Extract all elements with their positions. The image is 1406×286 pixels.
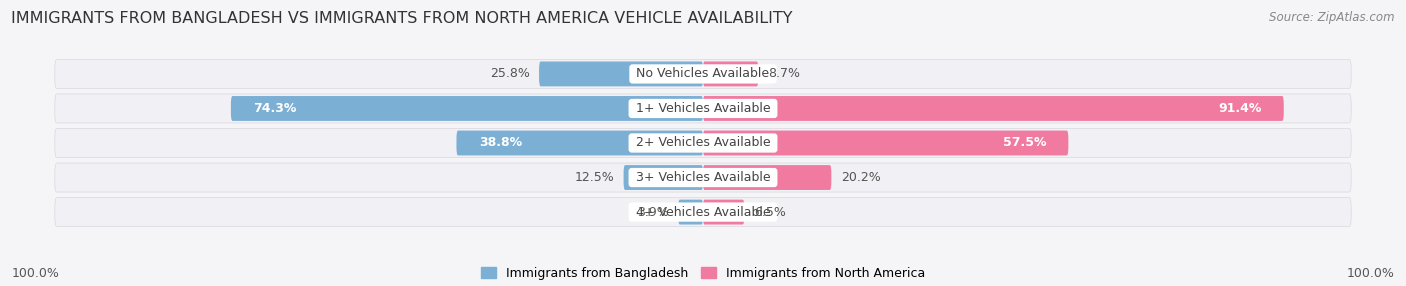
FancyBboxPatch shape bbox=[538, 61, 703, 86]
Text: 20.2%: 20.2% bbox=[841, 171, 880, 184]
Text: 100.0%: 100.0% bbox=[1347, 267, 1395, 280]
Text: 6.5%: 6.5% bbox=[754, 206, 786, 219]
FancyBboxPatch shape bbox=[703, 61, 758, 86]
FancyBboxPatch shape bbox=[703, 200, 744, 225]
Text: 74.3%: 74.3% bbox=[253, 102, 297, 115]
FancyBboxPatch shape bbox=[55, 128, 1351, 158]
FancyBboxPatch shape bbox=[703, 165, 831, 190]
Text: Source: ZipAtlas.com: Source: ZipAtlas.com bbox=[1270, 11, 1395, 24]
Text: 3+ Vehicles Available: 3+ Vehicles Available bbox=[631, 171, 775, 184]
Text: 100.0%: 100.0% bbox=[11, 267, 59, 280]
FancyBboxPatch shape bbox=[678, 200, 703, 225]
FancyBboxPatch shape bbox=[55, 198, 1351, 227]
Text: 25.8%: 25.8% bbox=[489, 67, 530, 80]
Text: 3.9%: 3.9% bbox=[637, 206, 669, 219]
FancyBboxPatch shape bbox=[231, 96, 703, 121]
Text: IMMIGRANTS FROM BANGLADESH VS IMMIGRANTS FROM NORTH AMERICA VEHICLE AVAILABILITY: IMMIGRANTS FROM BANGLADESH VS IMMIGRANTS… bbox=[11, 11, 793, 26]
FancyBboxPatch shape bbox=[55, 94, 1351, 123]
Text: 12.5%: 12.5% bbox=[574, 171, 614, 184]
Text: 8.7%: 8.7% bbox=[768, 67, 800, 80]
FancyBboxPatch shape bbox=[55, 163, 1351, 192]
Text: 91.4%: 91.4% bbox=[1218, 102, 1261, 115]
Text: 2+ Vehicles Available: 2+ Vehicles Available bbox=[631, 136, 775, 150]
Text: 4+ Vehicles Available: 4+ Vehicles Available bbox=[631, 206, 775, 219]
Text: 1+ Vehicles Available: 1+ Vehicles Available bbox=[631, 102, 775, 115]
Text: No Vehicles Available: No Vehicles Available bbox=[633, 67, 773, 80]
FancyBboxPatch shape bbox=[624, 165, 703, 190]
Text: 38.8%: 38.8% bbox=[478, 136, 522, 150]
FancyBboxPatch shape bbox=[457, 131, 703, 155]
FancyBboxPatch shape bbox=[703, 96, 1284, 121]
Legend: Immigrants from Bangladesh, Immigrants from North America: Immigrants from Bangladesh, Immigrants f… bbox=[481, 267, 925, 280]
FancyBboxPatch shape bbox=[703, 131, 1069, 155]
FancyBboxPatch shape bbox=[55, 59, 1351, 88]
Text: 57.5%: 57.5% bbox=[1002, 136, 1046, 150]
